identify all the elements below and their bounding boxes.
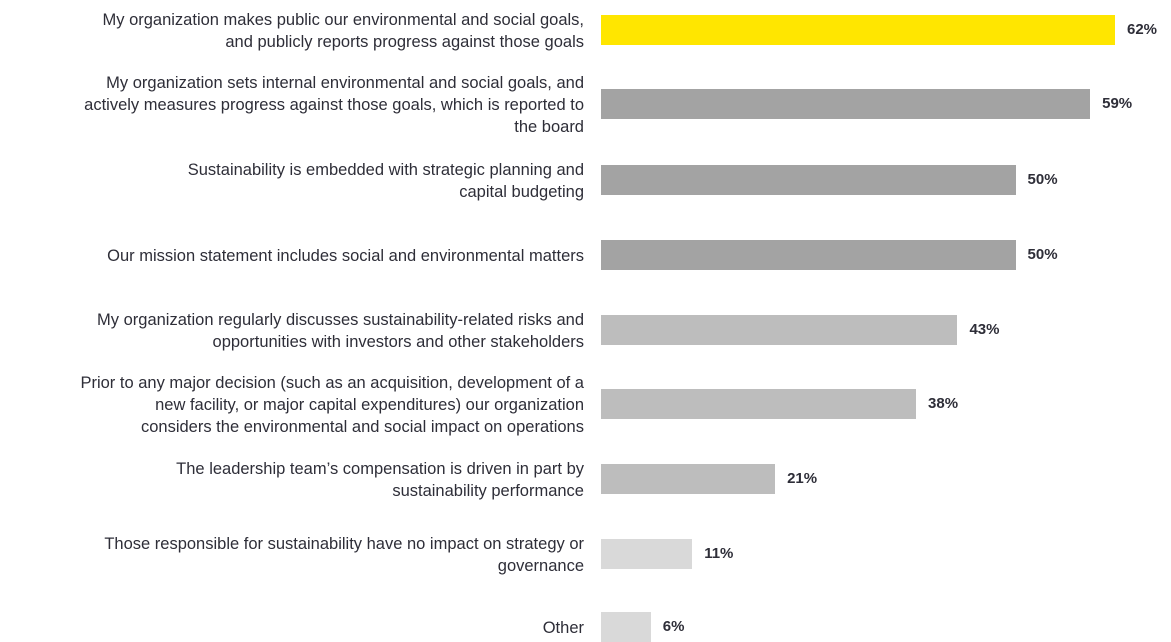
bar	[601, 315, 958, 345]
value-label: 6%	[662, 618, 685, 635]
category-label: The leadership team’s compensation is dr…	[176, 460, 584, 500]
category-label: My organization sets internal environmen…	[84, 74, 584, 136]
category-label: Other	[542, 619, 584, 637]
value-label: 38%	[928, 395, 959, 412]
value-label: 21%	[787, 470, 818, 487]
category-label: Our mission statement includes social an…	[107, 247, 584, 265]
category-label: Those responsible for sustainability hav…	[104, 535, 584, 575]
value-label: 62%	[1127, 21, 1158, 38]
value-label: 43%	[969, 321, 1000, 338]
category-label: My organization regularly discusses sust…	[97, 311, 584, 351]
category-label: My organization makes public our environ…	[102, 11, 584, 51]
bar	[601, 89, 1091, 119]
value-label: 59%	[1102, 95, 1133, 112]
bar	[601, 15, 1115, 45]
bar	[601, 389, 917, 419]
bar	[601, 464, 776, 494]
bar	[601, 612, 651, 642]
bar	[601, 165, 1016, 195]
value-label: 50%	[1027, 246, 1058, 263]
value-label: 11%	[704, 545, 734, 562]
bar	[601, 240, 1016, 270]
category-label: Sustainability is embedded with strategi…	[187, 161, 584, 201]
bar	[601, 539, 693, 569]
category-label: Prior to any major decision (such as an …	[80, 374, 584, 436]
value-label: 50%	[1027, 171, 1058, 188]
